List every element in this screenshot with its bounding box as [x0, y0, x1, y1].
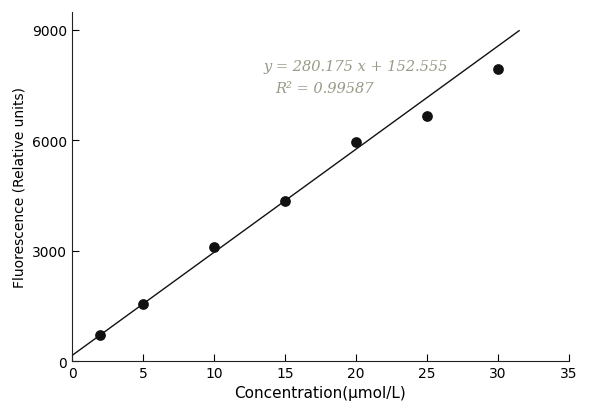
Point	[209, 244, 219, 251]
Point	[96, 332, 105, 339]
Point	[138, 301, 148, 308]
Point	[493, 66, 503, 73]
Text: R² = 0.99587: R² = 0.99587	[275, 82, 373, 96]
Text: y = 280.175 x + 152.555: y = 280.175 x + 152.555	[264, 60, 448, 74]
X-axis label: Concentration(μmol/L): Concentration(μmol/L)	[234, 386, 407, 401]
Point	[351, 140, 360, 146]
Point	[280, 198, 290, 205]
Y-axis label: Fluorescence (Relative units): Fluorescence (Relative units)	[12, 87, 27, 287]
Point	[422, 114, 431, 121]
